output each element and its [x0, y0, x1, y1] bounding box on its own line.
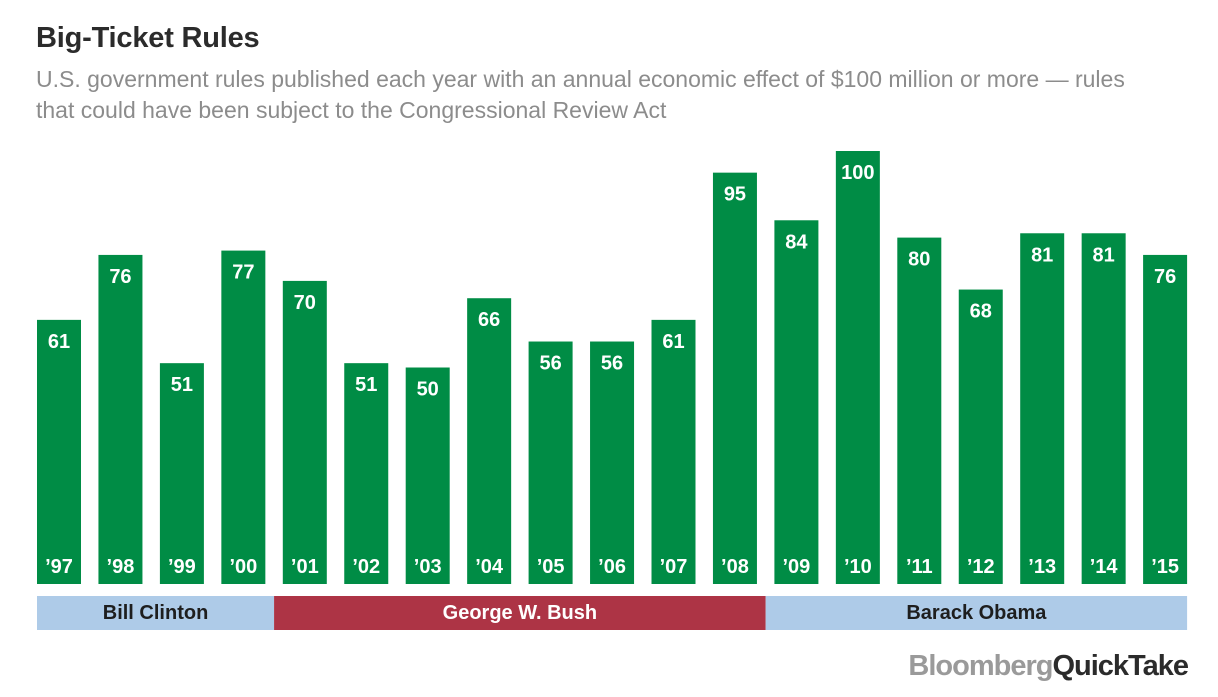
bar-value-label: 61: [48, 331, 70, 353]
bar-value-label: 56: [539, 353, 561, 375]
bar: [282, 280, 327, 584]
bar: [897, 237, 942, 584]
bar-value-label: 81: [1093, 244, 1115, 266]
category-tick-label: ’03: [414, 556, 442, 578]
bar-value-label: 100: [841, 162, 874, 184]
bar-value-label: 50: [417, 379, 439, 401]
bar-value-label: 84: [785, 231, 808, 253]
bar-value-label: 76: [1154, 266, 1176, 288]
category-tick-label: ’04: [475, 556, 504, 578]
category-tick-label: ’11: [906, 556, 933, 578]
administration-label: George W. Bush: [443, 602, 597, 624]
bar-value-label: 61: [662, 331, 684, 353]
bar-value-label: 80: [908, 249, 930, 271]
bar: [528, 341, 573, 584]
administration-band: [37, 596, 275, 630]
administration-label: Bill Clinton: [103, 602, 209, 624]
administration-band: [765, 596, 1188, 630]
bar: [1081, 233, 1126, 584]
bar: [958, 289, 1003, 584]
bar: [1020, 233, 1065, 584]
bar-value-label: 70: [294, 292, 316, 314]
category-tick-label: ’06: [598, 556, 626, 578]
category-tick-label: ’15: [1151, 556, 1179, 578]
category-tick-label: ’12: [967, 556, 995, 578]
category-tick-label: ’14: [1090, 556, 1119, 578]
administration-bands: Bill Clinton George W. Bush Barack Obama: [37, 596, 1188, 630]
bar-value-label: 77: [232, 262, 254, 284]
administration-label: Barack Obama: [906, 602, 1047, 624]
bar: [651, 319, 696, 584]
bars-layer: 61 ’97 76 ’98 51 ’99 77 ’00 70 ’01 51 ’02 50 ’03 66 ’04…: [37, 151, 1188, 585]
bar-value-label: 68: [970, 301, 992, 323]
category-tick-label: ’10: [844, 556, 872, 578]
bar: [344, 363, 389, 584]
bar-value-label: 81: [1031, 244, 1053, 266]
category-tick-label: ’09: [782, 556, 810, 578]
bar: [405, 367, 450, 584]
bar: [835, 151, 880, 584]
chart-title: Big-Ticket Rules: [36, 22, 260, 54]
category-tick-label: ’99: [168, 556, 196, 578]
bar: [37, 319, 81, 584]
category-tick-label: ’05: [537, 556, 565, 578]
category-tick-label: ’01: [291, 556, 319, 578]
chart-subtitle: U.S. government rules published each yea…: [36, 66, 1125, 123]
bar: [221, 250, 266, 584]
category-tick-label: ’02: [352, 556, 380, 578]
bar: [467, 298, 512, 584]
bar: [774, 220, 819, 584]
category-tick-label: ’00: [229, 556, 257, 578]
category-tick-label: ’08: [721, 556, 749, 578]
category-tick-label: ’98: [107, 556, 135, 578]
bar: [159, 363, 204, 584]
bar-value-label: 51: [355, 374, 377, 396]
category-tick-label: ’13: [1028, 556, 1056, 578]
category-tick-label: ’97: [45, 556, 73, 578]
bar: [1143, 254, 1188, 585]
bar-value-label: 76: [109, 266, 131, 288]
bar: [98, 254, 143, 585]
brand-part-bloomberg: Bloomberg: [908, 650, 1053, 682]
bar-value-label: 56: [601, 353, 623, 375]
bloomberg-quicktake-logo: BloombergQuickTake: [908, 650, 1189, 683]
administration-band: [274, 596, 766, 630]
bar: [712, 172, 757, 584]
bar-value-label: 51: [171, 374, 193, 396]
category-tick-label: ’07: [660, 556, 688, 578]
bar-value-label: 95: [724, 184, 746, 206]
bar-value-label: 66: [478, 309, 500, 331]
brand-part-quicktake: QuickTake: [1052, 650, 1189, 682]
bar: [590, 341, 635, 584]
